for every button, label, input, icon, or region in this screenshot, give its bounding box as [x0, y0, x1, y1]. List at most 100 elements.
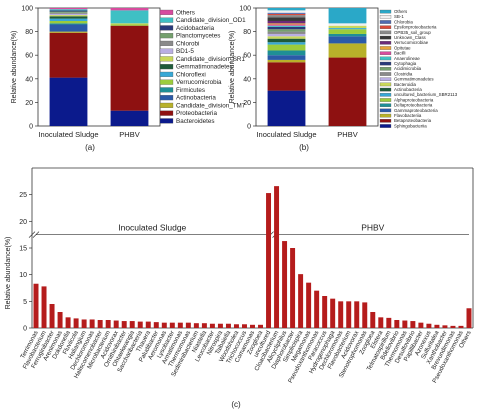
panel-b-legend-swatch [379, 20, 392, 24]
panel-c-bar [73, 318, 79, 328]
panel-c-bar [97, 320, 103, 328]
panel-b-bar-segment [328, 8, 367, 24]
panel-c-bar [113, 320, 119, 328]
panel-b-y-tick-label: 0 [247, 124, 251, 131]
panel-c-y-tick-label: 25 [19, 192, 27, 199]
panel-b-legend-swatch [379, 25, 392, 29]
panel-a-legend-swatch [159, 87, 174, 93]
panel-c-bar [314, 290, 320, 328]
panel-b-legend-swatch [379, 35, 392, 40]
panel-b-x-category-label: Inoculated Sludge [256, 130, 316, 139]
panel-b-bar-segment [328, 57, 367, 127]
panel-b-bar-segment [267, 31, 306, 34]
panel-b-bar-segment [267, 20, 306, 24]
panel-b-legend-label: Others [394, 9, 408, 14]
panel-c-bar [442, 325, 448, 328]
panel-a-legend-swatch [159, 9, 174, 15]
panel-b-legend-label: Cytophagia [394, 61, 417, 66]
panel-a-bar-segment [110, 24, 149, 26]
panel-b-y-axis-title: Relative abundance(%) [229, 31, 236, 104]
panel-label-c: (c) [231, 400, 241, 409]
panel-b-bar-segment [267, 25, 306, 27]
panel-b-legend-swatch [379, 108, 392, 113]
panel-b-legend-swatch [379, 56, 392, 61]
panel-c-bar [217, 323, 223, 328]
panel-c-bar [354, 301, 360, 328]
panel-c-bar [49, 304, 55, 328]
panel-b-bar-segment [328, 36, 367, 44]
panel-b-legend-swatch [379, 93, 392, 97]
panel-b-legend-swatch [379, 98, 392, 102]
panel-b-legend-swatch [379, 77, 392, 81]
panel-c-bar [193, 323, 199, 328]
panel-a-y-tick-label: 40 [25, 76, 33, 83]
panel-b-bar-segment [267, 15, 306, 18]
panel-a-bar-segment [110, 10, 149, 24]
panel-b-legend-swatch [379, 41, 392, 45]
panel-b-legend-label: Gammaproteobacteria [394, 108, 438, 113]
panel-b-legend-label: Flavobacteriia [394, 113, 422, 118]
panel-c-y-tick-label: 20 [19, 219, 27, 226]
panel-b-legend-swatch [379, 113, 392, 118]
panel-c-bar [209, 323, 215, 328]
panel-a-bar-segment [49, 13, 88, 16]
panel-b-bar-segment [267, 17, 306, 21]
panel-b-legend-label: SB-1 [394, 14, 404, 19]
panel-a-bar-segment [49, 15, 88, 17]
panel-b-legend-label: uncultured_bacterium_SBR2113 [394, 92, 458, 97]
panel-a-y-tick-label: 60 [25, 53, 33, 60]
panel-a-bar-segment [49, 77, 88, 126]
panel-a-stacked-bar-chart: 0 20 40 60 80 100 Relative abundance(%) Inocula… [11, 6, 246, 140]
panel-c-bar [466, 308, 472, 328]
panel-c-bar [201, 323, 207, 328]
panel-b-legend-label: Unknown_Class [394, 35, 427, 40]
panel-c-y-tick-label: 15 [19, 246, 27, 253]
panel-b-bar-segment [267, 12, 306, 14]
panel-a-legend-swatch [159, 79, 174, 85]
panel-c-bar [105, 320, 111, 328]
panel-b-bar-segment [267, 42, 306, 45]
panel-a-legend-label: Verrucomicrobia [176, 79, 222, 86]
panel-c-group-label: Inoculated Sludge [118, 223, 186, 233]
panel-b-bar-segment [328, 43, 367, 58]
panel-a-bar-segment [110, 110, 149, 126]
panel-c-bar [233, 324, 239, 328]
panel-c-bar [129, 321, 135, 328]
panel-b-y-tick-label: 20 [243, 100, 251, 107]
panel-b-bar-segment [267, 50, 306, 56]
panel-c-bar [33, 283, 39, 328]
panel-a-legend-swatch [159, 118, 174, 124]
panel-b-legend-label: Gemmatimonadetes [394, 77, 434, 82]
panel-a-bar-segment [110, 23, 149, 25]
panel-a-x-category-label: Inoculated Sludge [38, 130, 98, 139]
panel-b-legend-label: Betaproteobacteria [394, 118, 432, 123]
panel-c-bar [274, 186, 280, 328]
panel-b-bar-segment [267, 10, 306, 13]
panel-b-legend-label: Verrucomicrobiae [394, 40, 429, 45]
panel-a-bar-segment [49, 8, 88, 10]
panel-a-bar-segment [49, 32, 88, 78]
panel-a-bar-segment [49, 9, 88, 11]
panel-c-bar [298, 274, 304, 328]
panel-a-y-axis-title: Relative abundance(%) [11, 31, 18, 104]
panel-b-bar-segment [267, 38, 306, 43]
panel-a-bar-segment [49, 10, 88, 12]
panel-b-bar-segment [328, 23, 367, 26]
panel-a-legend-label: Candidate_division_OD1 [176, 17, 246, 24]
panel-b-bar-segment [267, 8, 306, 11]
panel-c-bar [338, 301, 344, 328]
panel-b-bar-segment [267, 24, 306, 26]
panel-b-bar-segment [328, 28, 367, 30]
panel-b-bar-segment [328, 29, 367, 34]
panel-b-bar-segment [267, 90, 306, 126]
panel-c-bar [145, 321, 151, 328]
panel-a-bar-segment [49, 20, 88, 24]
panel-a-legend-swatch [159, 25, 174, 31]
panel-a-legend-label: Candidate_division_SR1 [176, 56, 245, 63]
panel-c-bar [378, 317, 384, 328]
panel-a-legend-swatch [159, 95, 174, 101]
panel-b-legend-swatch [379, 72, 392, 76]
panel-a-bar-segment [110, 25, 149, 111]
panel-a-legend-swatch [159, 102, 174, 108]
